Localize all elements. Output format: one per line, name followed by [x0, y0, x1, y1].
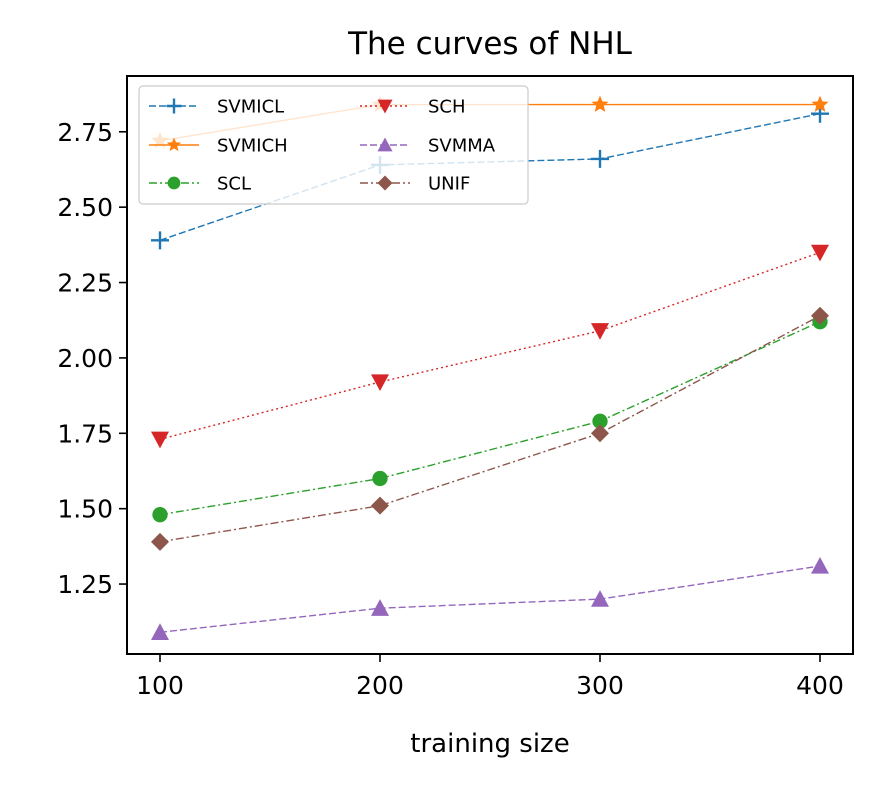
legend-item-svmich: SVMICH [149, 136, 288, 157]
data-point-svmich [811, 95, 829, 112]
legend-label: SVMICL [217, 97, 284, 118]
data-point-sch [591, 323, 609, 340]
data-point-svmma [151, 623, 169, 640]
data-point-unif [371, 496, 389, 515]
y-tick-label: 2.00 [57, 344, 113, 373]
x-axis: 100 200 300 400 [136, 654, 844, 700]
data-point-sch [811, 244, 829, 262]
legend-item-svmma: SVMMA [360, 136, 496, 157]
data-point-scl [152, 507, 168, 523]
data-point-unif [151, 532, 169, 551]
legend-label: SVMICH [217, 136, 288, 157]
y-tick-label: 1.75 [57, 419, 113, 448]
y-tick-label: 1.25 [57, 570, 113, 599]
x-tick-label: 200 [356, 671, 404, 700]
legend-marker [377, 175, 393, 191]
data-point-unif [811, 306, 829, 325]
legend-item-scl: SCL [149, 174, 251, 195]
series-line-unif [159, 315, 821, 543]
plot-frame [126, 75, 854, 655]
x-tick-label: 400 [796, 671, 844, 700]
legend-item-sch: SCH [360, 97, 466, 118]
y-axis: 1.25 1.50 1.75 2.00 2.25 2.50 2.75 [57, 118, 127, 599]
data-point-svmicl [591, 149, 609, 168]
data-point-svmma [591, 590, 609, 607]
legend-label: UNIF [428, 174, 470, 195]
x-axis-label: training size [410, 729, 569, 759]
x-tick-label: 100 [136, 671, 184, 700]
data-point-scl [592, 413, 608, 429]
data-point-scl [372, 470, 388, 487]
series-line-svmma [159, 565, 821, 633]
data-point-svmich [591, 95, 609, 112]
legend-marker [377, 99, 393, 114]
y-tick-label: 2.50 [57, 193, 113, 222]
data-point-sch [371, 374, 389, 392]
legend-marker [166, 98, 182, 114]
y-tick-label: 1.50 [57, 495, 113, 524]
legend-item-svmicl: SVMICL [149, 97, 284, 118]
chart-title: The curves of NHL [347, 26, 633, 62]
data-point-unif [591, 424, 609, 443]
legend-box [138, 85, 529, 205]
legend-label: SVMMA [428, 136, 496, 157]
legend-marker [377, 137, 393, 152]
legend-item-unif: UNIF [360, 174, 470, 195]
legend-marker [166, 137, 182, 152]
y-tick-label: 2.75 [57, 118, 113, 147]
data-point-sch [151, 431, 169, 449]
legend-label: SCL [217, 174, 251, 195]
y-tick-label: 2.25 [57, 269, 113, 298]
data-point-svmma [371, 599, 389, 616]
series-line-scl [159, 321, 821, 516]
legend-marker [167, 176, 181, 190]
data-point-svmicl [151, 231, 169, 250]
legend: SVMICL SVMICH SCL SCH SVMMA UNIF [138, 85, 529, 205]
x-tick-label: 300 [576, 671, 624, 700]
data-point-svmma [811, 556, 829, 574]
series-line-sch [159, 251, 821, 440]
legend-label: SCH [428, 97, 466, 118]
